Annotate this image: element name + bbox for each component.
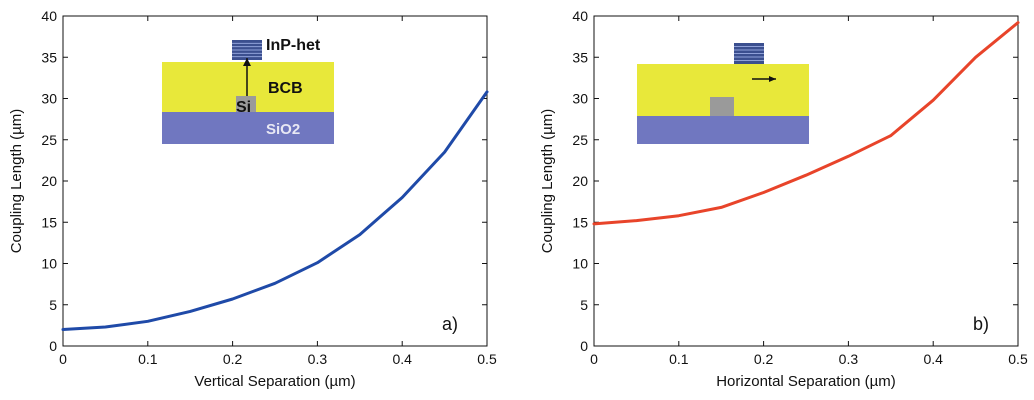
y-tick-label: 40 bbox=[572, 8, 588, 24]
y-tick-label: 5 bbox=[580, 297, 588, 313]
inset-label-si: Si bbox=[236, 99, 251, 116]
arrow-head bbox=[243, 58, 251, 66]
panel-a: 0 0.1 0.2 0.3 0.4 0.5 0 5 10 15 20 25 30 35 40 Vertical… bbox=[8, 8, 497, 390]
sio2-layer bbox=[637, 116, 809, 144]
y-tick-label: 10 bbox=[572, 256, 588, 272]
x-tick-label: 0.3 bbox=[839, 351, 859, 367]
x-tick-label: 0 bbox=[590, 351, 598, 367]
x-tick-label: 0.2 bbox=[754, 351, 774, 367]
si-waveguide bbox=[710, 97, 734, 116]
inset-label-inp-het: InP-het bbox=[266, 37, 321, 54]
y-axis-label: Coupling Length (µm) bbox=[539, 109, 556, 254]
x-tick-label: 0.2 bbox=[223, 351, 243, 367]
y-tick-label: 15 bbox=[41, 214, 57, 230]
x-tick-label: 0.1 bbox=[669, 351, 689, 367]
x-tick-label: 0 bbox=[59, 351, 67, 367]
x-tick-label: 0.4 bbox=[923, 351, 943, 367]
y-tick-label: 30 bbox=[41, 91, 57, 107]
x-axis-label: Horizontal Separation (µm) bbox=[716, 373, 896, 390]
si-waveguide bbox=[236, 96, 256, 112]
y-tick-label: 35 bbox=[572, 49, 588, 65]
y-tick-label: 25 bbox=[41, 132, 57, 148]
panel-label: b) bbox=[973, 314, 989, 334]
panel-label: a) bbox=[442, 314, 458, 334]
y-tick-label: 30 bbox=[572, 91, 588, 107]
y-tick-label: 10 bbox=[41, 256, 57, 272]
y-tick-label: 20 bbox=[572, 173, 588, 189]
y-tick-label: 0 bbox=[49, 338, 57, 354]
x-tick-label: 0.5 bbox=[1008, 351, 1028, 367]
y-tick-label: 0 bbox=[580, 338, 588, 354]
x-tick-label: 0.4 bbox=[392, 351, 412, 367]
x-tick-label: 0.5 bbox=[477, 351, 497, 367]
inset-label-bcb: BCB bbox=[268, 80, 303, 97]
panel-b: 0 0.1 0.2 0.3 0.4 0.5 0 5 10 15 20 25 30 35 40 Horizont… bbox=[539, 8, 1028, 390]
y-tick-label: 40 bbox=[41, 8, 57, 24]
sio2-layer bbox=[162, 112, 334, 144]
inset-label-sio2: SiO2 bbox=[266, 121, 300, 138]
y-tick-label: 15 bbox=[572, 214, 588, 230]
y-tick-label: 25 bbox=[572, 132, 588, 148]
y-axis-label: Coupling Length (µm) bbox=[8, 109, 25, 254]
y-tick-label: 5 bbox=[49, 297, 57, 313]
x-axis-label: Vertical Separation (µm) bbox=[194, 373, 355, 390]
x-tick-label: 0.3 bbox=[308, 351, 328, 367]
series-line bbox=[592, 21, 1020, 226]
inset-schematic: InP-het BCB Si SiO2 bbox=[162, 37, 334, 144]
arrow-head bbox=[769, 76, 776, 82]
y-tick-label: 35 bbox=[41, 49, 57, 65]
y-tick-label: 20 bbox=[41, 173, 57, 189]
x-tick-label: 0.1 bbox=[138, 351, 158, 367]
inset-schematic bbox=[637, 43, 809, 144]
